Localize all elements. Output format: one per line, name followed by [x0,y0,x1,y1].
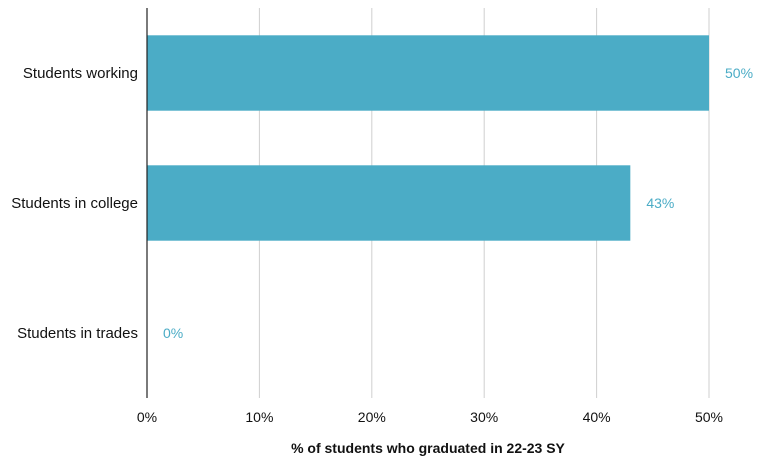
x-tick-label-2: 20% [358,409,386,425]
value-label-2: 0% [163,325,183,341]
value-label-0: 50% [725,65,753,81]
category-labels: Students working Students in college Stude… [11,65,138,342]
x-tick-label-1: 10% [245,409,273,425]
value-labels: 50% 43% 0% [163,65,753,341]
x-tick-label-0: 0% [137,409,157,425]
bar-1 [147,165,631,241]
value-label-1: 43% [646,195,674,211]
x-tick-label-3: 30% [470,409,498,425]
category-label-1: Students in college [11,195,138,212]
x-tick-labels: 0% 10% 20% 30% 40% 50% [137,409,723,425]
x-tick-label-5: 50% [695,409,723,425]
category-label-2: Students in trades [17,325,138,342]
bar-0 [147,35,709,111]
bars [147,35,709,241]
x-tick-label-4: 40% [583,409,611,425]
x-axis-title: % of students who graduated in 22-23 SY [291,440,565,456]
category-label-0: Students working [23,65,138,82]
